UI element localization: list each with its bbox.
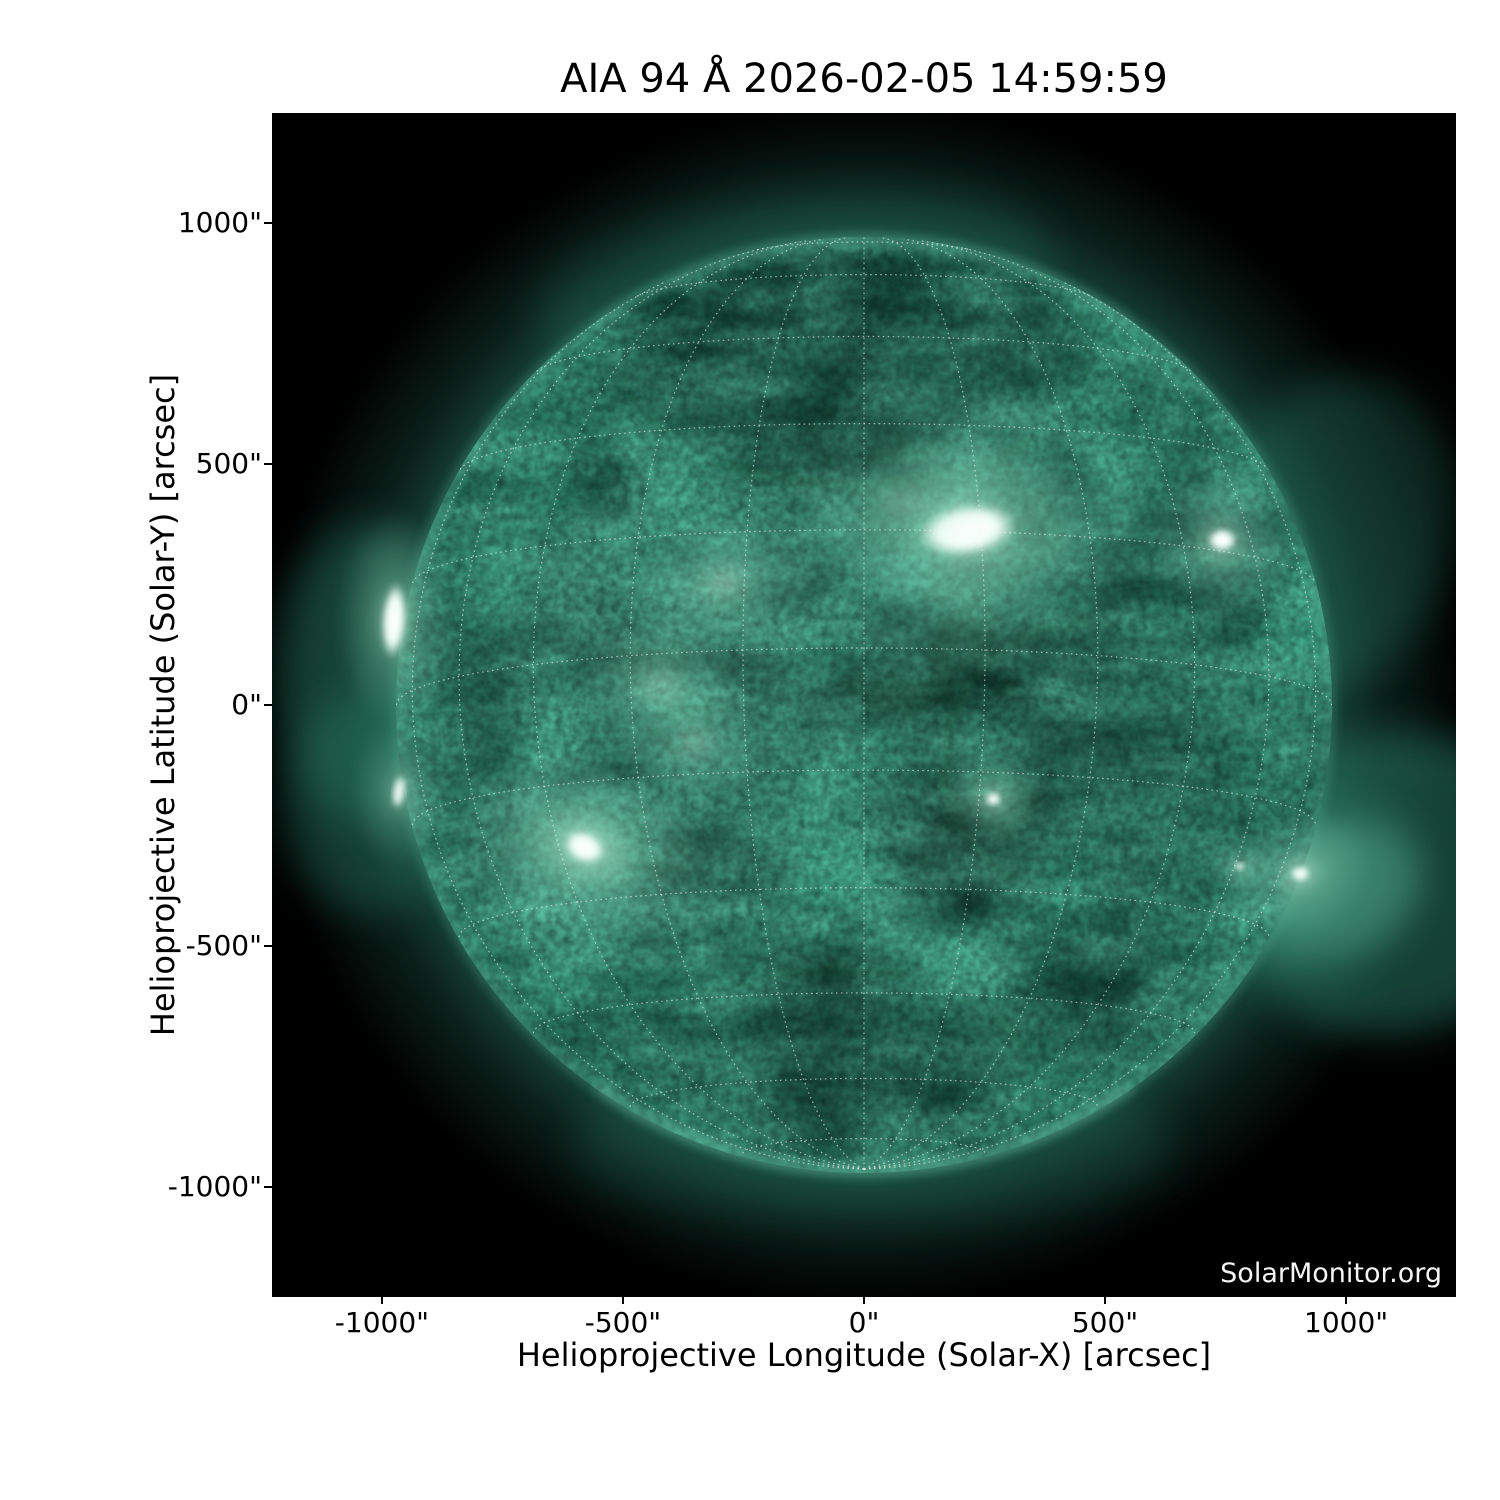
- x-tick-mark: [1345, 1297, 1348, 1304]
- AR-south-swirl: [613, 676, 778, 812]
- plot-area: SolarMonitor.org: [272, 113, 1456, 1297]
- x-tick-mark: [380, 1297, 383, 1304]
- heliographic-grid: [395, 237, 1333, 1170]
- y-tick-mark: [264, 945, 272, 948]
- x-tick-mark: [1104, 1297, 1107, 1304]
- BP-center-south: [940, 753, 1047, 845]
- watermark: SolarMonitor.org: [1220, 1258, 1442, 1289]
- y-tick-mark: [264, 1186, 272, 1189]
- y-tick-label: 1000": [177, 205, 262, 239]
- y-tick-mark: [264, 704, 272, 706]
- BP-east-limb-south: [350, 714, 448, 869]
- y-tick-label: -500": [185, 929, 262, 963]
- AR-east-limb: [336, 509, 452, 732]
- y-tick-label: 0": [231, 688, 262, 721]
- BP-west-limb: [1211, 839, 1269, 894]
- x-tick-label: -500": [584, 1306, 662, 1339]
- figure-title: AIA 94 Å 2026-02-05 14:59:59: [560, 56, 1168, 102]
- y-tick-mark: [264, 462, 272, 465]
- x-axis-label: Helioprojective Longitude (Solar-X) [arc…: [516, 1336, 1212, 1374]
- x-tick-label: -1000": [334, 1306, 430, 1339]
- AR-west-limb-flare: [1227, 811, 1374, 936]
- y-tick-label: 500": [195, 446, 262, 480]
- loops-center: [807, 442, 998, 563]
- AR-west-upper: [1145, 462, 1300, 618]
- x-tick-label: 1000": [1304, 1306, 1389, 1339]
- y-tick-mark: [264, 221, 272, 224]
- y-tick-label: -1000": [167, 1170, 262, 1204]
- x-tick-label: 0": [848, 1306, 880, 1339]
- x-tick-mark: [621, 1297, 624, 1304]
- x-tick-label: 500": [1071, 1306, 1139, 1339]
- x-tick-mark: [863, 1297, 865, 1304]
- solar-disk-image: [272, 113, 1456, 1297]
